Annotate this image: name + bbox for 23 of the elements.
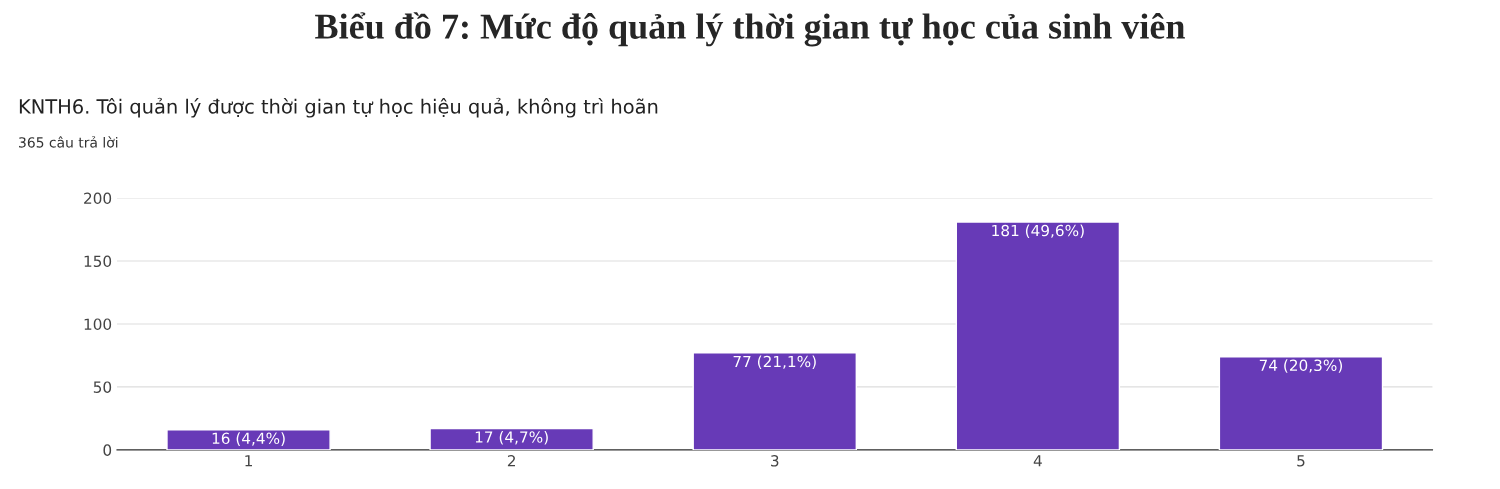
text: 365 câu trả lời — [19, 136, 118, 148]
data-label: 74 (20,3%) — [1259, 359, 1343, 373]
bar — [955, 221, 1121, 450]
y-tick-label: 50 — [93, 381, 112, 393]
x-tick-label: 5 — [1297, 455, 1305, 467]
y-tick-label: 100 — [84, 318, 112, 330]
x-tick-label: 1 — [245, 455, 252, 467]
x-tick-label: 2 — [507, 455, 515, 467]
data-label: 16 (4,4%) — [212, 432, 285, 446]
data-label: 181 (49,6%) — [992, 224, 1084, 239]
y-tick-label: 200 — [84, 192, 112, 205]
y-tick-label: 0 — [103, 444, 112, 456]
chart-subtitle: KNTH6. Tôi quản lý được thời gian tự học hiệu quả, không trì hoãn — [19, 97, 658, 118]
data-label: 17 (4,7%) — [475, 431, 548, 445]
data-label: 77 (21,1%) — [733, 355, 816, 370]
bar — [166, 429, 331, 450]
bar — [1218, 356, 1384, 450]
chart-title: Biểu đồ 7: Mức độ quản lý thời gian tự học của sinh viên — [315, 12, 1185, 47]
x-tick-label: 3 — [771, 455, 779, 467]
y-tick-label: 150 — [84, 255, 112, 268]
x-tick-label: 4 — [1033, 455, 1042, 467]
bar — [429, 427, 594, 450]
bar — [692, 352, 858, 450]
